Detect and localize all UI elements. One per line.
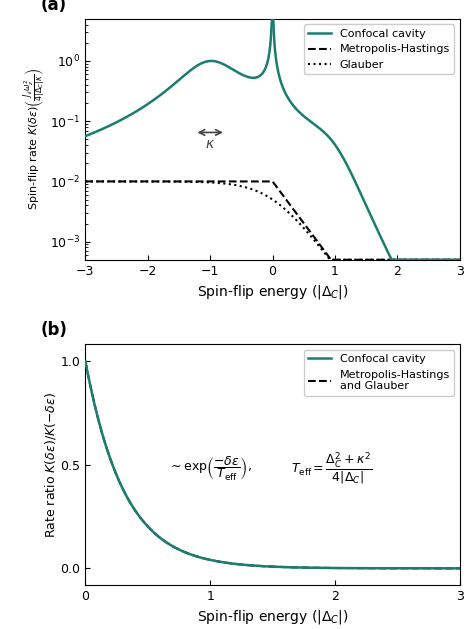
Line: Metropolis-Hastings
and Glauber: Metropolis-Hastings and Glauber <box>85 361 460 569</box>
Text: (b): (b) <box>40 321 67 339</box>
Confocal cavity <box>449 565 455 572</box>
Text: $T_{\mathrm{eff}} = \dfrac{\Delta_C^2 + \kappa^2}{4|\Delta_C|}$: $T_{\mathrm{eff}} = \dfrac{\Delta_C^2 + … <box>291 452 373 487</box>
Metropolis-Hastings
and Glauber <box>242 561 248 569</box>
Confocal cavity <box>147 525 153 533</box>
Confocal cavity <box>457 565 463 572</box>
Metropolis-Hastings
and Glauber <box>147 525 153 533</box>
Legend: Confocal cavity, Metropolis-Hastings, Glauber: Confocal cavity, Metropolis-Hastings, Gl… <box>304 25 454 74</box>
Y-axis label: Spin-flip rate $K(\delta\epsilon)\left(\frac{J_{ii}\omega_z^2}{4|\Delta_C|\kappa: Spin-flip rate $K(\delta\epsilon)\left(\… <box>23 68 47 211</box>
Confocal cavity <box>82 357 88 365</box>
X-axis label: Spin-flip energy $(|\Delta_C|)$: Spin-flip energy $(|\Delta_C|)$ <box>197 283 348 301</box>
Metropolis-Hastings
and Glauber <box>226 559 232 567</box>
Y-axis label: Rate ratio $K(\delta\epsilon)/K(-\delta\epsilon)$: Rate ratio $K(\delta\epsilon)/K(-\delta\… <box>43 391 58 538</box>
Confocal cavity <box>409 565 415 572</box>
Metropolis-Hastings
and Glauber <box>409 565 415 572</box>
X-axis label: Spin-flip energy $(|\Delta_C|)$: Spin-flip energy $(|\Delta_C|)$ <box>197 608 348 626</box>
Text: $\kappa$: $\kappa$ <box>205 137 215 151</box>
Metropolis-Hastings
and Glauber <box>82 357 88 365</box>
Text: (a): (a) <box>40 0 66 14</box>
Legend: Confocal cavity, Metropolis-Hastings
and Glauber: Confocal cavity, Metropolis-Hastings and… <box>304 350 454 396</box>
Confocal cavity <box>125 495 131 503</box>
Line: Confocal cavity: Confocal cavity <box>85 361 460 569</box>
Confocal cavity <box>242 561 248 569</box>
Confocal cavity <box>226 559 232 567</box>
Text: $\sim \exp\!\left(\dfrac{-\delta\epsilon}{T_{\mathrm{eff}}}\right),$: $\sim \exp\!\left(\dfrac{-\delta\epsilon… <box>168 455 252 483</box>
Metropolis-Hastings
and Glauber <box>125 495 131 503</box>
Metropolis-Hastings
and Glauber <box>457 565 463 572</box>
Metropolis-Hastings
and Glauber <box>449 565 455 572</box>
